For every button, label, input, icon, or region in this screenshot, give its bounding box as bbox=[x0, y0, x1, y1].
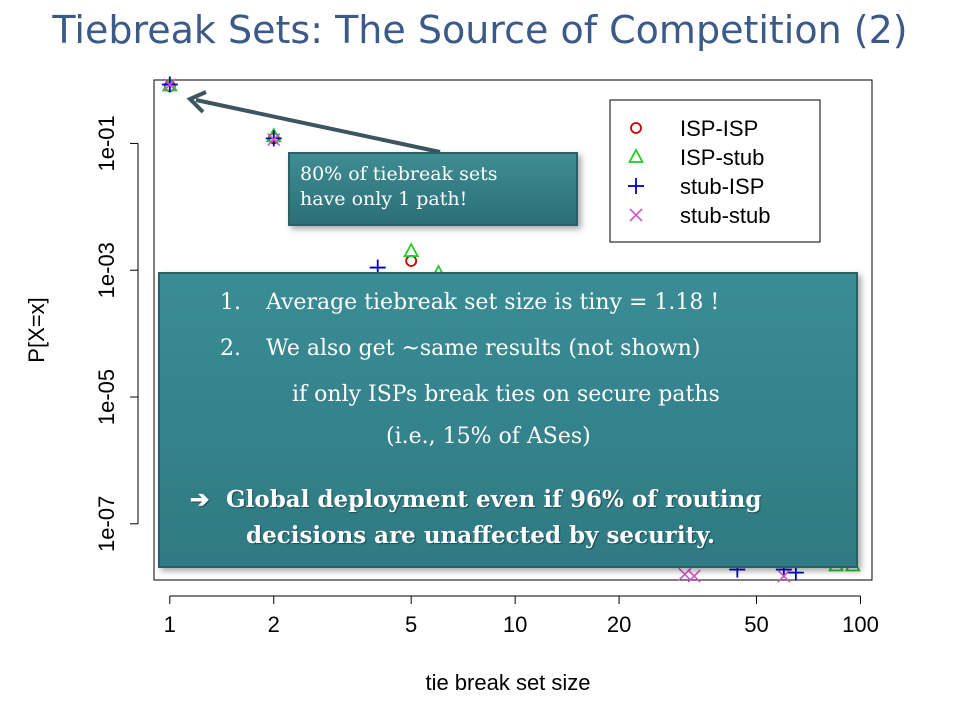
y-tick-label: 1e-01 bbox=[94, 115, 119, 171]
x-axis: 1 2 5 10 20 50 100 bbox=[164, 595, 879, 637]
legend-label-stub-stub: stub-stub bbox=[680, 203, 771, 228]
y-tick-label: 1e-07 bbox=[94, 496, 119, 552]
item-1-number: 1. bbox=[220, 290, 241, 315]
data-point-stub-stub bbox=[777, 569, 791, 583]
summary-box: 1. Average tiebreak set size is tiny = 1… bbox=[158, 272, 858, 568]
callout-line-1: 80% of tiebreak sets bbox=[300, 163, 498, 185]
item-2-continuation-1: if only ISPs break ties on secure paths bbox=[292, 382, 720, 407]
legend-marker-stub-isp bbox=[628, 178, 644, 194]
callout-box: 80% of tiebreak sets have only 1 path! bbox=[288, 152, 578, 226]
y-axis-label: P[X=x] bbox=[24, 297, 49, 362]
y-tick-label: 1e-03 bbox=[94, 242, 119, 298]
conclusion-line-1: Global deployment even if 96% of routing bbox=[226, 486, 762, 513]
legend-label-isp-isp: ISP-ISP bbox=[680, 116, 758, 141]
x-tick-label: 50 bbox=[744, 612, 768, 637]
data-point-stub-isp bbox=[265, 130, 282, 147]
item-2-text: We also get ~same results (not shown) bbox=[266, 336, 701, 361]
conclusion-arrow-icon: ➔ bbox=[190, 486, 210, 513]
data-point-stub-stub bbox=[687, 569, 701, 583]
x-tick-label: 1 bbox=[164, 612, 176, 637]
y-axis: 1e-01 1e-03 1e-05 1e-07 bbox=[94, 115, 139, 552]
data-point-stub-stub bbox=[267, 132, 281, 147]
item-2-number: 2. bbox=[220, 336, 241, 361]
x-tick-label: 2 bbox=[268, 612, 280, 637]
data-point-isp-stub bbox=[403, 242, 420, 258]
legend: ISP-ISP ISP-stub stub-ISP stub-stub bbox=[609, 99, 821, 243]
legend-marker-stub-stub bbox=[629, 208, 643, 222]
x-tick-label: 20 bbox=[607, 612, 631, 637]
legend-label-isp-stub: ISP-stub bbox=[680, 145, 764, 170]
x-tick-label: 100 bbox=[842, 612, 879, 637]
legend-label-stub-isp: stub-ISP bbox=[680, 174, 764, 199]
data-point-stub-stub bbox=[163, 78, 177, 92]
conclusion-line-2: decisions are unaffected by security. bbox=[246, 522, 716, 549]
item-2-continuation-2: (i.e., 15% of ASes) bbox=[386, 424, 591, 449]
legend-marker-isp-isp bbox=[630, 122, 642, 134]
item-1-text: Average tiebreak set size is tiny = 1.18… bbox=[266, 290, 720, 315]
callout-line-2: have only 1 path! bbox=[300, 188, 468, 210]
y-tick-label: 1e-05 bbox=[94, 369, 119, 425]
plot-frame bbox=[153, 79, 873, 581]
x-axis-label: tie break set size bbox=[425, 670, 590, 695]
callout-arrow bbox=[186, 90, 441, 154]
x-tick-label: 10 bbox=[503, 612, 527, 637]
legend-marker-isp-stub bbox=[627, 148, 645, 163]
data-point-isp-isp bbox=[405, 255, 418, 267]
x-tick-label: 5 bbox=[405, 612, 417, 637]
legend-box bbox=[609, 99, 821, 243]
slide-title: Tiebreak Sets: The Source of Competition… bbox=[52, 8, 908, 52]
